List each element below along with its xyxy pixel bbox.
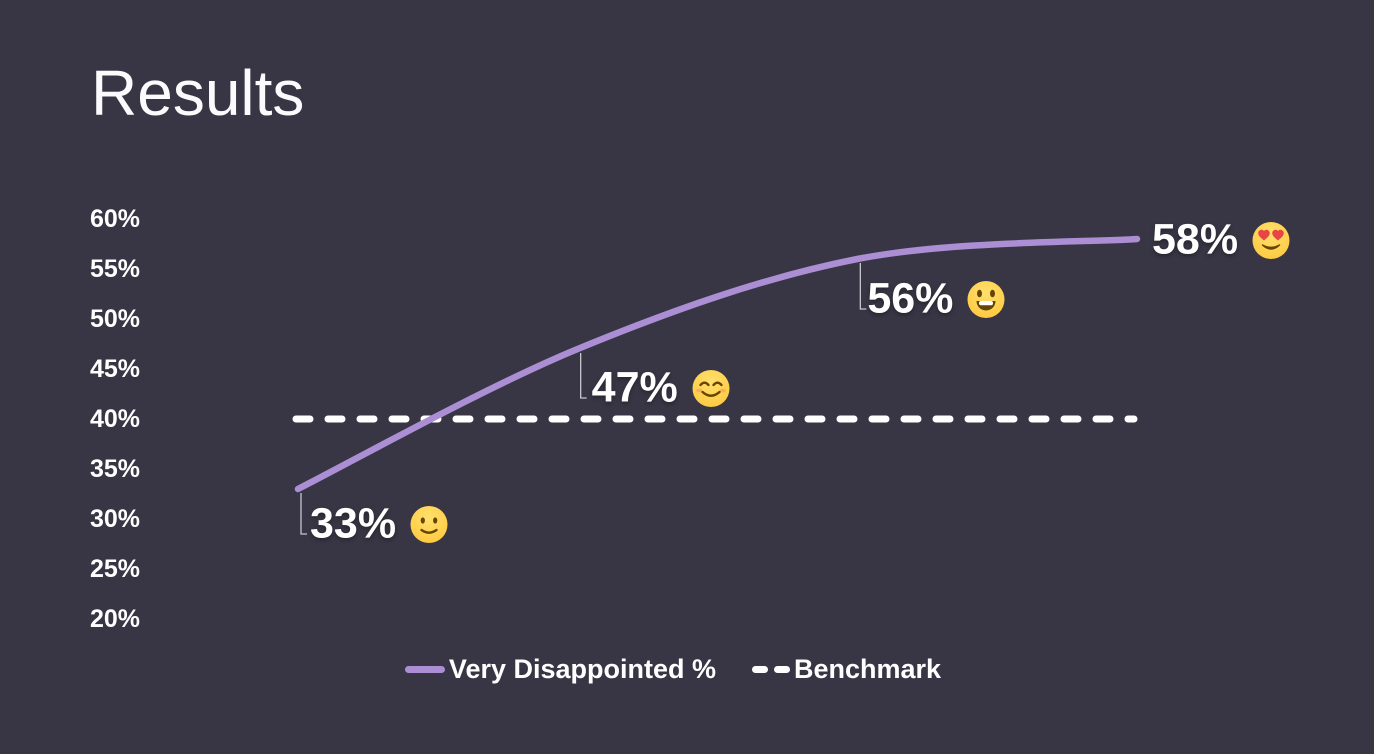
y-axis-tick-label: 60% — [90, 205, 141, 233]
data-label-47: 47% — [592, 364, 731, 413]
page-title: Results — [91, 57, 305, 129]
data-label-text: 47% — [591, 363, 678, 412]
data-label-text: 58% — [1152, 215, 1239, 264]
data-label-56: 56% — [867, 275, 1006, 324]
slightly-smiling-face-icon — [410, 505, 448, 543]
smiling-face-with-smiling-eyes-icon — [692, 369, 730, 407]
label-leader-line — [859, 263, 867, 310]
legend-label: Very Disappointed % — [448, 653, 716, 684]
chart-legend: Very Disappointed % Benchmark — [0, 651, 1360, 687]
dashed-line-swatch-icon — [752, 665, 790, 673]
heart-eyes-face-icon — [1252, 221, 1290, 259]
grinning-face-icon — [967, 280, 1005, 318]
y-axis-tick-label: 45% — [90, 355, 141, 383]
y-axis-tick-label: 30% — [90, 505, 141, 533]
data-label-33: 33% — [310, 500, 449, 549]
legend-label: Benchmark — [794, 653, 942, 684]
data-label-text: 56% — [867, 274, 954, 323]
data-label-58: 58% — [1152, 216, 1291, 265]
y-axis-tick-label: 20% — [90, 605, 141, 633]
label-leader-line — [580, 353, 587, 399]
legend-item-benchmark: Benchmark — [752, 654, 941, 685]
y-axis-tick-label: 55% — [90, 255, 141, 283]
solid-line-swatch-icon — [404, 665, 445, 673]
label-leader-line — [300, 493, 307, 535]
y-axis-tick-label: 35% — [90, 455, 141, 483]
data-label-text: 33% — [310, 499, 397, 548]
legend-item-very-disappointed: Very Disappointed % — [404, 653, 716, 685]
y-axis-tick-label: 50% — [90, 305, 141, 333]
y-axis-tick-label: 25% — [90, 555, 141, 583]
y-axis-tick-label: 40% — [90, 405, 141, 433]
very-disappointed-series-line — [294, 235, 1141, 493]
